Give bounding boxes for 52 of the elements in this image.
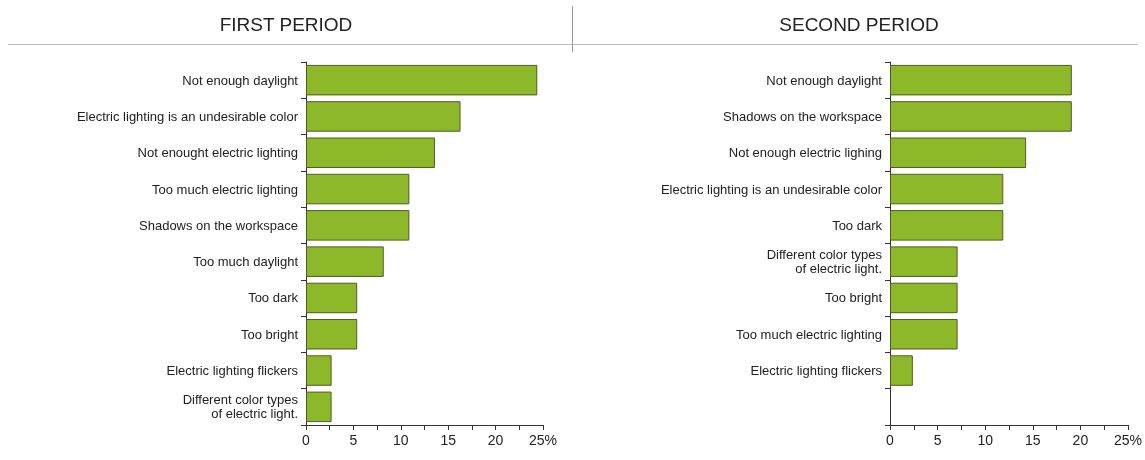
bar bbox=[306, 173, 410, 205]
y-tick-label: Electric lighting is an undesirable color bbox=[76, 108, 299, 124]
x-tick-label: 20 bbox=[487, 432, 504, 448]
x-tick-label: 20 bbox=[1072, 432, 1089, 448]
bar bbox=[306, 64, 538, 96]
y-tick-label: Too much electric lighting bbox=[736, 326, 882, 342]
bar bbox=[890, 101, 1072, 132]
y-tick-label: Too much daylight bbox=[193, 254, 299, 270]
bar bbox=[890, 210, 1004, 241]
bar bbox=[890, 137, 1027, 168]
bar bbox=[890, 173, 1004, 205]
bar bbox=[306, 282, 358, 314]
bar bbox=[890, 282, 958, 314]
y-tick-label: Too bright bbox=[240, 326, 299, 342]
bar bbox=[306, 355, 332, 386]
x-tick-label: 15 bbox=[440, 432, 457, 448]
chart-title: FIRST PERIOD bbox=[219, 14, 353, 35]
y-tick-label: Not enough daylight bbox=[766, 72, 883, 88]
x-tick-label: 0 bbox=[886, 432, 895, 448]
y-tick-label: Too bright bbox=[824, 290, 883, 306]
x-tick-label: 0 bbox=[302, 432, 311, 448]
y-tick-label: Different color types of electric light. bbox=[182, 392, 299, 422]
y-tick-label: Electric lighting flickers bbox=[166, 363, 299, 379]
y-tick-label: Shadows on the workspace bbox=[139, 217, 298, 233]
y-tick-label: Different color types of electric light. bbox=[766, 247, 883, 277]
y-tick-label: Too dark bbox=[832, 217, 883, 233]
bar bbox=[890, 355, 913, 386]
y-tick-label: Electric lighting is an undesirable color bbox=[660, 181, 883, 197]
x-tick-label: 5 bbox=[933, 432, 942, 448]
y-tick-label: Not enought electric lighting bbox=[137, 145, 298, 161]
bar bbox=[890, 319, 958, 350]
x-tick-label: 10 bbox=[393, 432, 409, 448]
bar bbox=[890, 246, 958, 277]
y-tick-label: Electric lighting flickers bbox=[750, 363, 883, 379]
y-tick-label: Too much electric lighting bbox=[152, 181, 298, 197]
bar bbox=[306, 319, 358, 350]
x-tick-label: 10 bbox=[977, 432, 994, 448]
bar bbox=[890, 64, 1072, 96]
x-tick-label: 15 bbox=[1025, 432, 1041, 448]
x-tick-label: 25% bbox=[528, 432, 558, 448]
chart-title: SECOND PERIOD bbox=[779, 14, 939, 35]
y-tick-label: Not enough daylight bbox=[182, 72, 299, 88]
bar bbox=[306, 101, 461, 132]
bar bbox=[306, 391, 332, 423]
x-tick-label: 5 bbox=[349, 432, 358, 448]
bar bbox=[306, 210, 410, 241]
bar bbox=[306, 137, 435, 168]
y-tick-label: Too dark bbox=[248, 290, 299, 306]
x-tick-label: 25% bbox=[1113, 432, 1143, 448]
y-tick-label: Not enough electric lighing bbox=[728, 145, 882, 161]
bar bbox=[306, 246, 384, 277]
y-tick-label: Shadows on the workspace bbox=[723, 108, 882, 124]
